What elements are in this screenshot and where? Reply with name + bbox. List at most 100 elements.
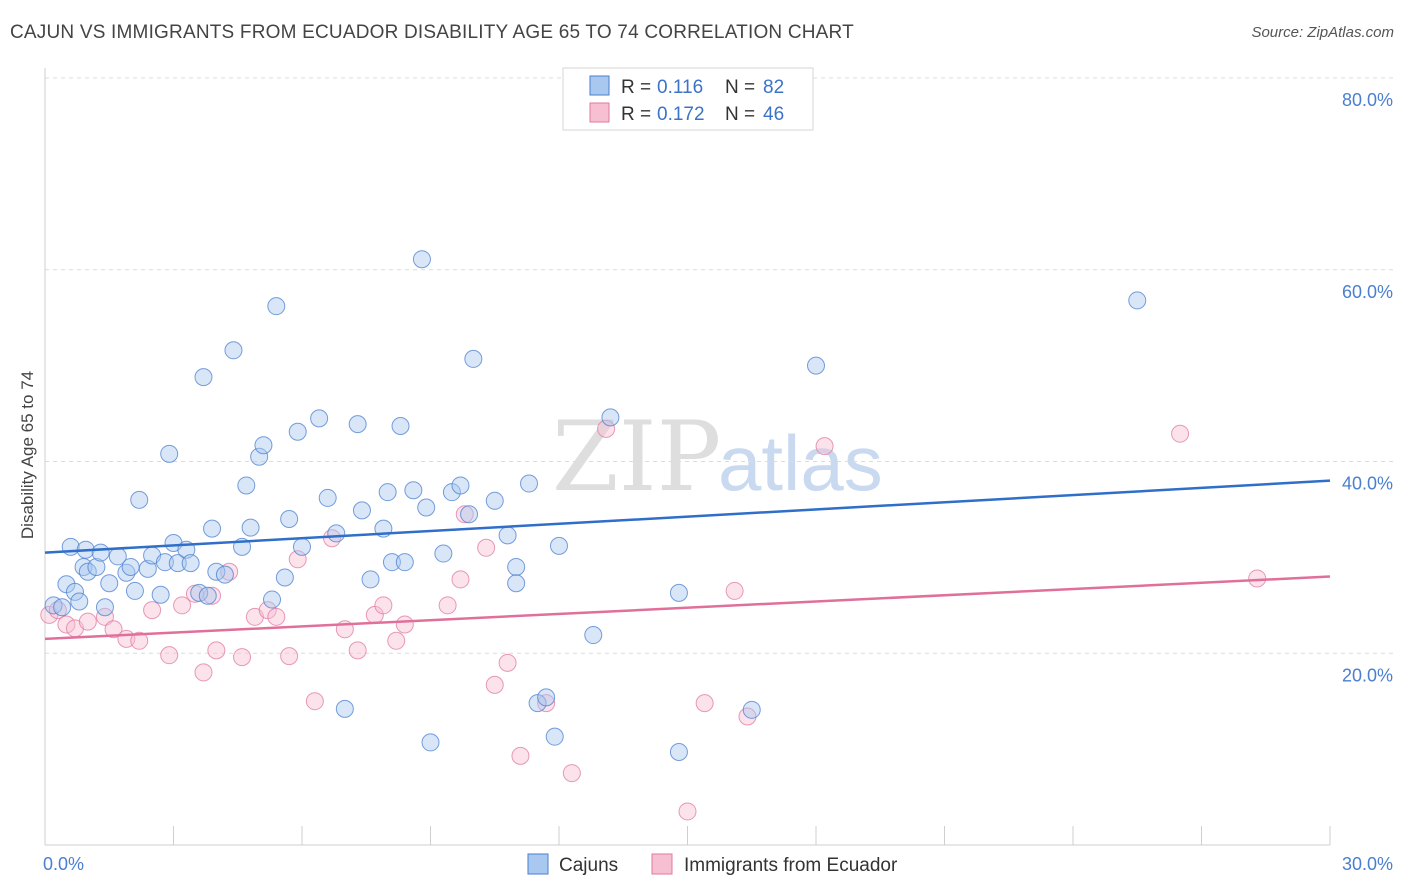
cajun-point — [742, 700, 761, 719]
cajun-point — [1128, 291, 1147, 310]
ecuador-point — [477, 538, 496, 557]
cajun-point — [310, 409, 329, 428]
cajun-point — [61, 537, 80, 556]
cajun-point — [53, 598, 72, 617]
cajun-point — [224, 341, 243, 360]
legend-r-value-1: 0.116 — [657, 77, 703, 98]
cajun-point — [250, 447, 269, 466]
cajun-point — [352, 501, 371, 520]
ecuador-point — [451, 570, 470, 589]
ecuador-point — [597, 419, 616, 438]
data-points — [40, 250, 1267, 821]
ecuador-point — [130, 631, 149, 650]
cajun-point — [100, 574, 119, 593]
legend: R = 0.116 N = 82 R = 0.172 N = 46 — [562, 67, 814, 131]
cajun-point — [601, 408, 620, 427]
cajun-point — [70, 592, 89, 611]
gridlines — [45, 77, 1395, 654]
cajun-point — [417, 498, 436, 517]
y-tick-label: 20.0% — [1342, 665, 1393, 685]
ecuador-point — [280, 647, 299, 666]
cajun-point — [451, 476, 470, 495]
cajun-point — [669, 743, 688, 762]
cajun-point — [215, 565, 234, 584]
ecuador-point — [104, 620, 123, 639]
cajun-point — [412, 250, 431, 269]
ecuador-point — [57, 615, 76, 634]
y-tick-label: 40.0% — [1342, 474, 1393, 494]
cajun-point — [361, 570, 380, 589]
cajun-point — [194, 368, 213, 387]
bottom-legend-swatch-cajuns — [527, 853, 549, 875]
ecuador-point — [395, 615, 414, 634]
y-tick-label: 80.0% — [1342, 90, 1393, 110]
ecuador-point — [815, 437, 834, 456]
cajun-point — [378, 483, 397, 502]
legend-r-label-1: R = — [621, 77, 651, 98]
tick-labels: 20.0% 40.0% 60.0% 80.0% 0.0% 30.0% — [43, 90, 1393, 874]
x-tick-label: 30.0% — [1342, 854, 1393, 874]
cajun-point — [237, 476, 256, 495]
legend-r-label-2: R = — [621, 104, 651, 125]
bottom-legend: Cajuns Immigrants from Ecuador — [527, 853, 898, 876]
source-label: Source: ZipAtlas.com — [1251, 24, 1394, 41]
cajun-point — [327, 524, 346, 543]
ecuador-point — [78, 612, 97, 631]
cajun-point — [130, 490, 149, 509]
cajun-point — [584, 626, 603, 645]
cajun-point — [168, 554, 187, 573]
ecuador-point — [160, 646, 179, 665]
x-tick-label: 0.0% — [43, 854, 84, 874]
ecuador-point — [1171, 424, 1190, 443]
cajun-point — [203, 519, 222, 538]
cajun-point — [520, 474, 539, 493]
y-tick-label: 60.0% — [1342, 282, 1393, 302]
legend-swatch-cajuns — [589, 75, 610, 96]
legend-n-value-2: 46 — [763, 104, 784, 125]
cajun-point — [241, 518, 260, 537]
ecuador-point — [678, 802, 697, 821]
ecuador-point — [173, 596, 192, 615]
cajun-point — [267, 297, 286, 316]
ecuador-point — [455, 505, 474, 524]
ecuador-point — [233, 648, 252, 667]
cajun-point — [550, 536, 568, 555]
ecuador-point — [348, 641, 367, 660]
legend-n-label-2: N = — [725, 104, 755, 125]
bottom-legend-ecuador: Immigrants from Ecuador — [684, 855, 898, 876]
ecuador-point — [511, 746, 530, 765]
cajun-point — [254, 436, 273, 455]
ecuador-point — [438, 596, 457, 615]
cajun-point — [293, 537, 311, 556]
ecuador-point — [1248, 569, 1267, 588]
trend-lines — [44, 479, 1331, 641]
cajun-point — [537, 688, 556, 707]
cajun-point — [669, 583, 688, 602]
cajun-point — [464, 349, 483, 368]
cajun-point — [807, 356, 825, 375]
legend-n-value-1: 82 — [763, 77, 784, 98]
cajun-point — [434, 544, 453, 563]
legend-n-label-1: N = — [725, 77, 755, 98]
cajun-point — [198, 586, 217, 605]
ecuador-point — [374, 596, 393, 615]
cajun-point — [391, 417, 410, 436]
cajun-point — [155, 553, 174, 572]
ecuador-point — [695, 694, 714, 713]
cajun-point — [181, 554, 200, 573]
cajun-point — [87, 557, 106, 576]
ecuador-point — [194, 663, 213, 682]
y-axis-title: Disability Age 65 to 74 — [18, 371, 37, 539]
ecuador-point — [207, 641, 226, 660]
ecuador-point — [305, 692, 324, 711]
cajun-point — [288, 422, 307, 441]
cajun-point — [404, 481, 423, 500]
cajun-point — [160, 444, 179, 463]
chart-title: CAJUN VS IMMIGRANTS FROM ECUADOR DISABIL… — [10, 22, 854, 43]
cajun-point — [138, 559, 157, 578]
watermark-zip: ZIP — [552, 401, 721, 513]
legend-r-value-2: 0.172 — [657, 104, 705, 125]
ecuador-point — [387, 631, 406, 650]
cajun-point — [395, 553, 414, 572]
